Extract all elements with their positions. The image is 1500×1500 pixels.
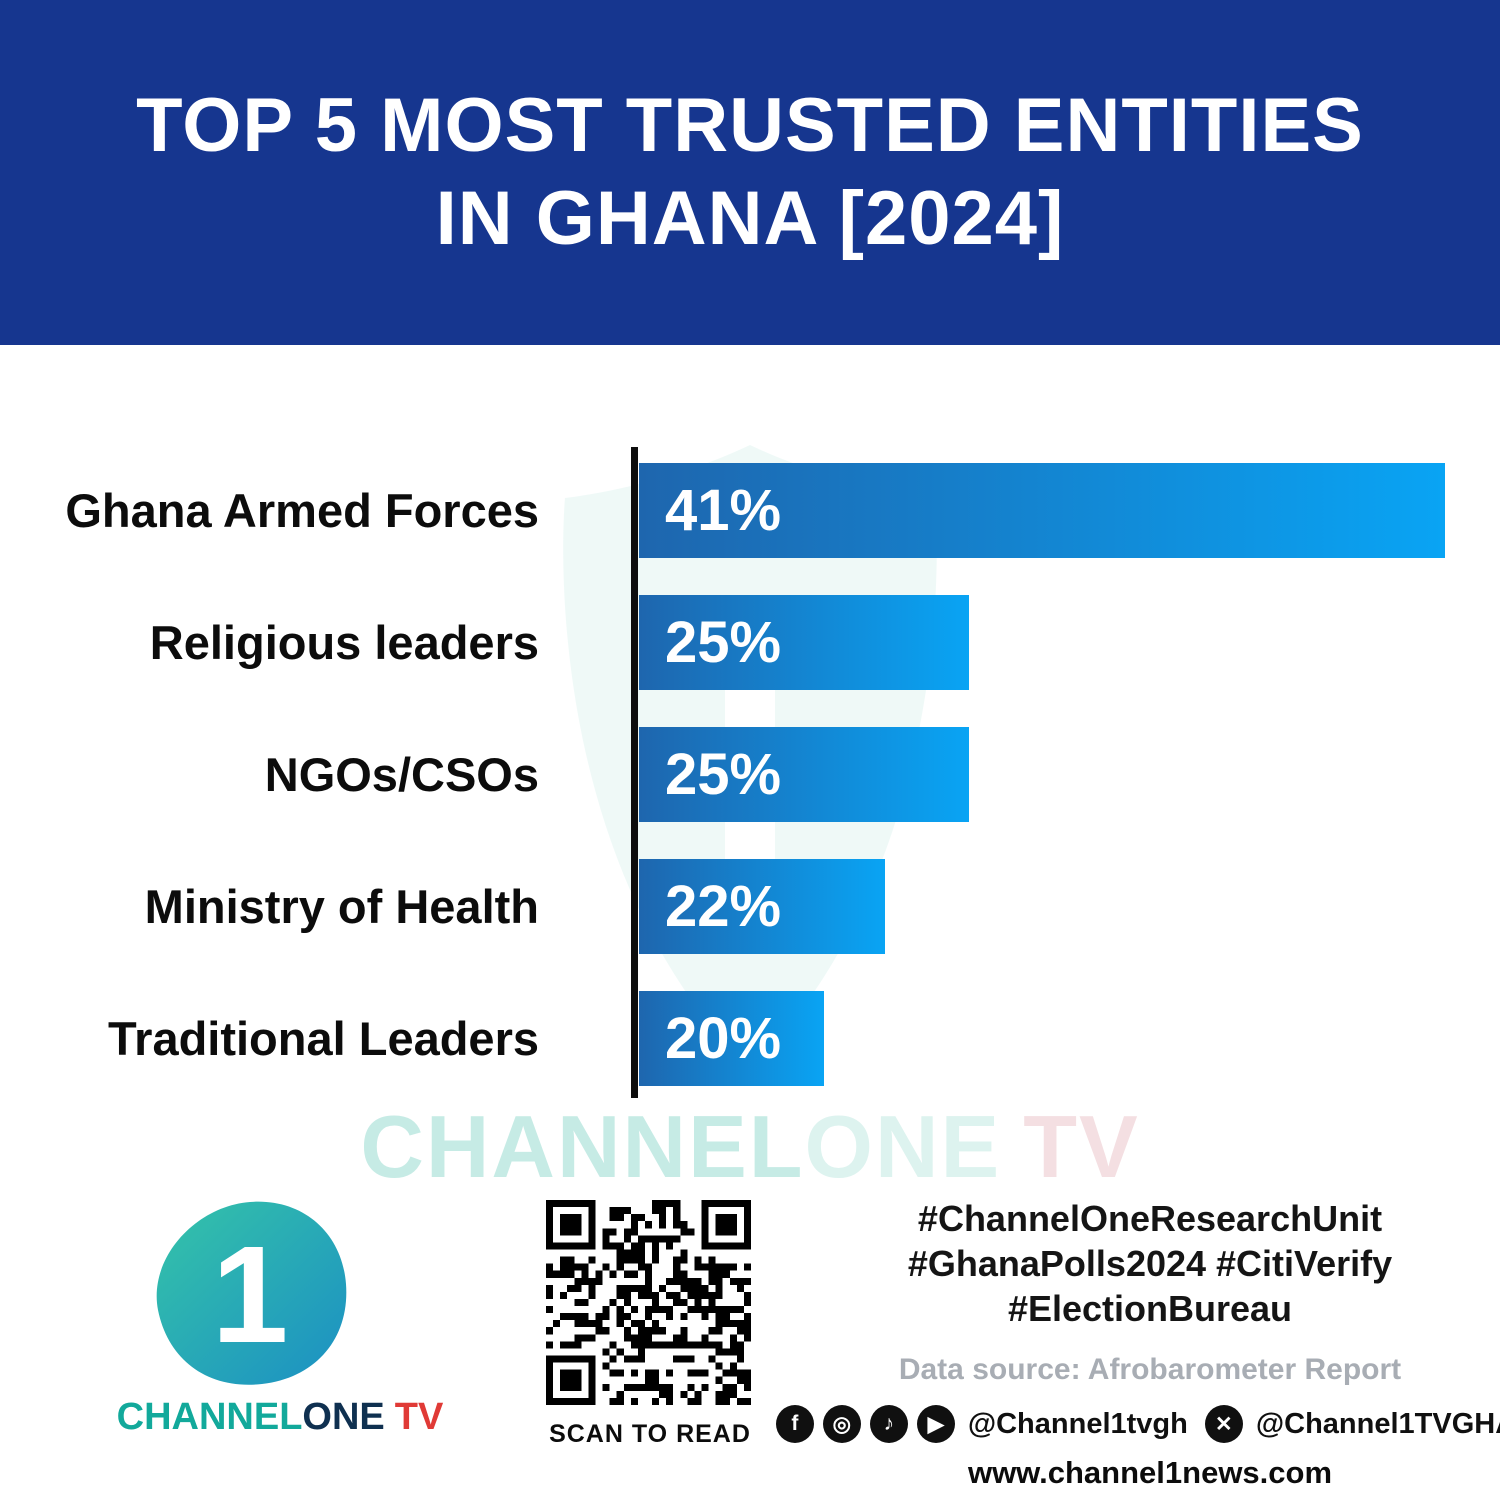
- watermark-channel: CHANNEL: [360, 1097, 805, 1196]
- bar-category-label: Ghana Armed Forces: [65, 484, 539, 537]
- bar-track: 25%: [639, 727, 1445, 822]
- bar-value-label: 25%: [665, 742, 782, 807]
- website-url: www.channel1news.com: [967, 1455, 1333, 1490]
- bar-category-label: Religious leaders: [149, 616, 539, 669]
- qr-caption: SCAN TO READ: [549, 1420, 751, 1448]
- logo-word-tv: TV: [394, 1396, 444, 1438]
- bar-track: 41%: [639, 463, 1445, 558]
- watermark-tv: TV: [1023, 1097, 1140, 1196]
- facebook-icon: f: [775, 1405, 814, 1443]
- bar: 22%: [639, 859, 885, 954]
- bar-track: 22%: [639, 859, 1445, 954]
- footer-right-block: #ChannelOneResearchUnit #GhanaPolls2024 …: [775, 1196, 1500, 1491]
- bar: 25%: [639, 727, 970, 822]
- page-title-line-1: TOP 5 MOST TRUSTED ENTITIES: [136, 82, 1364, 168]
- header-banner: TOP 5 MOST TRUSTED ENTITIES IN GHANA [20…: [0, 0, 1500, 345]
- logo-word-one: ONE: [302, 1396, 385, 1438]
- youtube-icon: ▶: [916, 1405, 955, 1443]
- hashtags-line-1: #ChannelOneResearchUnit: [917, 1198, 1383, 1239]
- bar-row: Traditional Leaders 20%: [0, 991, 1445, 1086]
- social-handle-2: @Channel1TVGHA: [1255, 1407, 1500, 1440]
- bar-row: Ministry of Health 22%: [0, 859, 1445, 954]
- bar-category-label: Ministry of Health: [144, 880, 539, 933]
- bar-value-label: 41%: [665, 478, 782, 543]
- bar-row: NGOs/CSOs 25%: [0, 727, 1445, 822]
- logo-one-glyph: 1: [212, 1218, 289, 1372]
- chart-axis-line: [631, 447, 638, 1098]
- watermark-one: ONE: [804, 1097, 1002, 1196]
- bar-track: 20%: [639, 991, 1445, 1086]
- bar-value-label: 20%: [665, 1006, 782, 1071]
- channel-one-logo: 1: [156, 1201, 347, 1385]
- bar-row: Ghana Armed Forces 41%: [0, 463, 1445, 558]
- bar-category-label: NGOs/CSOs: [264, 748, 539, 801]
- bar-track: 25%: [639, 595, 1445, 690]
- bar: 25%: [639, 595, 970, 690]
- bar-category-label: Traditional Leaders: [108, 1012, 539, 1065]
- logo-word-channel: CHANNEL: [116, 1396, 303, 1438]
- data-source-credit: Data source: Afrobarometer Report: [898, 1353, 1402, 1386]
- hashtags-line-2: #GhanaPolls2024 #CitiVerify: [907, 1243, 1393, 1284]
- bar: 20%: [639, 991, 825, 1086]
- bar-value-label: 25%: [665, 610, 782, 675]
- page-title-line-2: IN GHANA [2024]: [435, 175, 1065, 261]
- instagram-icon: ◎: [822, 1405, 861, 1443]
- x-icon: ✕: [1204, 1405, 1243, 1443]
- bar-value-label: 22%: [665, 874, 782, 939]
- tiktok-icon: ♪: [869, 1405, 908, 1443]
- logo-wordmark: CHANNELONE TV: [110, 1396, 450, 1439]
- social-row: f ◎ ♪ ▶ @Channel1tvgh ✕ @Channel1TVGHA: [775, 1405, 1500, 1443]
- bar: 41%: [639, 463, 1445, 558]
- bar-rows: Ghana Armed Forces 41% Religious leaders…: [0, 463, 1445, 1123]
- hashtags-line-3: #ElectionBureau: [1007, 1288, 1293, 1329]
- watermark-text: CHANNELONE TV: [0, 1096, 1500, 1198]
- qr-code: [546, 1200, 751, 1405]
- social-handle-1: @Channel1tvgh: [967, 1407, 1188, 1440]
- bar-row: Religious leaders 25%: [0, 595, 1445, 690]
